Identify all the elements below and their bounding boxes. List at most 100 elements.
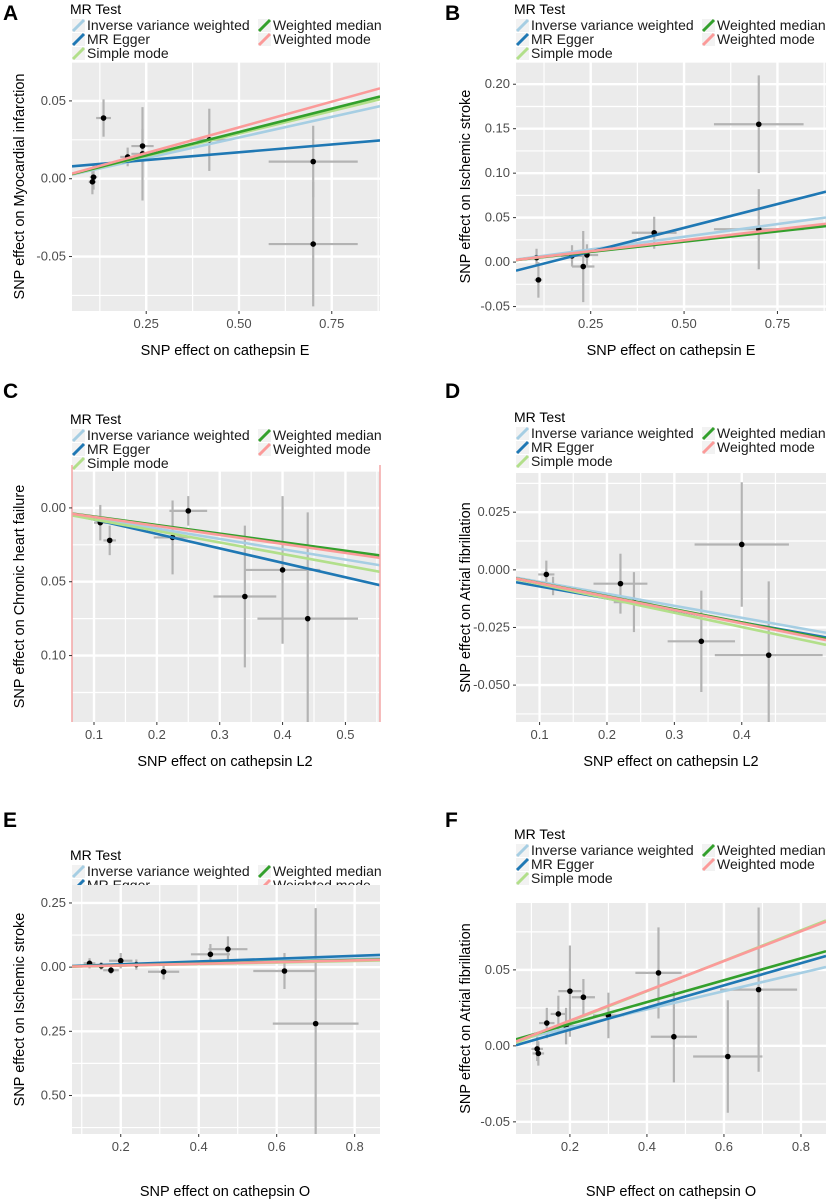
x-tick-label: 0.5	[336, 727, 354, 742]
y-axis-title: SNP effect on Atrial fibrillation	[458, 923, 474, 1113]
panel-letter: A	[3, 2, 18, 25]
legend-entry-label: Weighted mode	[273, 31, 371, 47]
legend-entry-label: Inverse variance weighted	[531, 842, 694, 858]
regression-lines	[516, 576, 826, 647]
x-tick-label: 0.75	[765, 316, 790, 331]
data-point	[738, 541, 745, 548]
legend-entry-label: MR Egger	[87, 31, 150, 47]
regression-line-weighted-mode	[516, 577, 826, 642]
gridlines	[72, 62, 380, 311]
regression-line-weighted-median	[516, 949, 826, 1041]
legend-key-line	[257, 428, 272, 443]
x-tick-label: 0.4	[274, 727, 292, 742]
panel-letter: F	[445, 809, 458, 832]
legend-key-line	[701, 843, 716, 858]
legend-entry-label: Weighted median	[273, 863, 382, 879]
data-point	[725, 1053, 731, 1060]
data-point	[312, 1020, 319, 1027]
legend-key-line	[701, 18, 716, 33]
regression-lines	[72, 953, 380, 968]
legend-key-line	[701, 32, 716, 47]
y-tick-label: 0.05	[485, 210, 510, 225]
legend-title: MR Test	[70, 1, 121, 17]
x-tick-label: 0.2	[561, 1139, 579, 1154]
panel-letter: B	[445, 2, 460, 25]
legend-key-line	[71, 428, 86, 443]
legend-entry-label: Weighted median	[273, 17, 382, 33]
y-tick-label: -0.025	[473, 619, 510, 634]
y-axis-title: SNP effect on Ischemic stroke	[12, 913, 28, 1107]
x-tick-label: 0.8	[346, 1139, 364, 1154]
regression-line-mr-egger	[516, 190, 826, 272]
x-tick-label: 0.4	[638, 1139, 656, 1154]
regression-line-inverse-variance-weighted	[516, 965, 826, 1042]
x-tick-label: 0.8	[792, 1139, 810, 1154]
y-tick-label: 0.00	[41, 500, 66, 515]
legend-entry-label: Simple mode	[531, 45, 613, 61]
y-tick-label: 0.00	[485, 254, 510, 269]
legend-entry-label: Weighted mode	[717, 856, 815, 872]
data-point	[304, 615, 311, 622]
regression-line-weighted-mode	[516, 920, 826, 1043]
legend-key-line	[701, 426, 716, 441]
legend-entry-label: Weighted mode	[717, 439, 815, 455]
regression-line-inverse-variance-weighted	[516, 216, 826, 261]
data-point	[555, 1011, 562, 1017]
legend-key-line	[515, 46, 530, 61]
data-point	[567, 988, 573, 994]
x-tick-label: 0.6	[268, 1139, 286, 1154]
data-point	[139, 143, 146, 149]
legend-entry-label: Weighted mode	[717, 31, 815, 47]
regression-line-simple-mode	[72, 514, 380, 574]
y-axis-title: SNP effect on Atrial fibrillation	[458, 502, 474, 692]
legend-key-line	[257, 18, 272, 33]
regression-line-inverse-variance-weighted	[72, 513, 380, 567]
data-point	[225, 946, 231, 952]
x-tick-label: 0.25	[578, 316, 603, 331]
y-tick-label: 0.025	[477, 504, 510, 519]
data-point	[544, 1020, 550, 1026]
data-point	[534, 1046, 540, 1052]
legend-key-line	[71, 46, 86, 61]
data-point	[755, 986, 762, 993]
regression-lines	[72, 512, 380, 587]
legend-title: MR Test	[514, 1, 565, 17]
y-axis-title: SNP effect on Chronic heart failure	[12, 485, 28, 709]
plot-background	[72, 62, 380, 311]
y-tick-label: 0.00	[41, 959, 66, 974]
x-axis-title: SNP effect on cathepsin E	[141, 343, 310, 359]
data-point	[698, 638, 705, 645]
legend-entry-label: MR Egger	[87, 441, 150, 457]
legend-key-line	[515, 871, 530, 886]
legend-key-line	[71, 32, 86, 47]
x-tick-label: 0.3	[665, 727, 683, 742]
y-tick-label: 0.00	[41, 171, 66, 186]
y-tick-label: 0.05	[485, 962, 510, 977]
gridlines	[72, 885, 380, 1134]
y-tick-label: 0.25	[41, 1023, 66, 1038]
legend-entry-label: MR Egger	[531, 439, 594, 455]
x-tick-label: 0.1	[85, 727, 103, 742]
y-tick-label: 0.000	[477, 562, 510, 577]
data-point	[185, 508, 192, 514]
x-tick-label: 0.25	[134, 316, 159, 331]
legend-entry-label: Weighted mode	[273, 441, 371, 457]
x-axis-title: SNP effect on cathepsin E	[587, 343, 756, 359]
legend-entry-label: Simple mode	[531, 453, 613, 469]
x-tick-label: 0.50	[226, 316, 251, 331]
legend-entry-label: MR Egger	[531, 856, 594, 872]
data-point	[580, 263, 587, 270]
x-tick-label: 0.2	[112, 1139, 130, 1154]
data-point	[655, 970, 662, 976]
data-point	[281, 968, 288, 974]
x-axis-title: SNP effect on cathepsin L2	[583, 754, 758, 770]
y-tick-label: 0.15	[485, 121, 510, 136]
